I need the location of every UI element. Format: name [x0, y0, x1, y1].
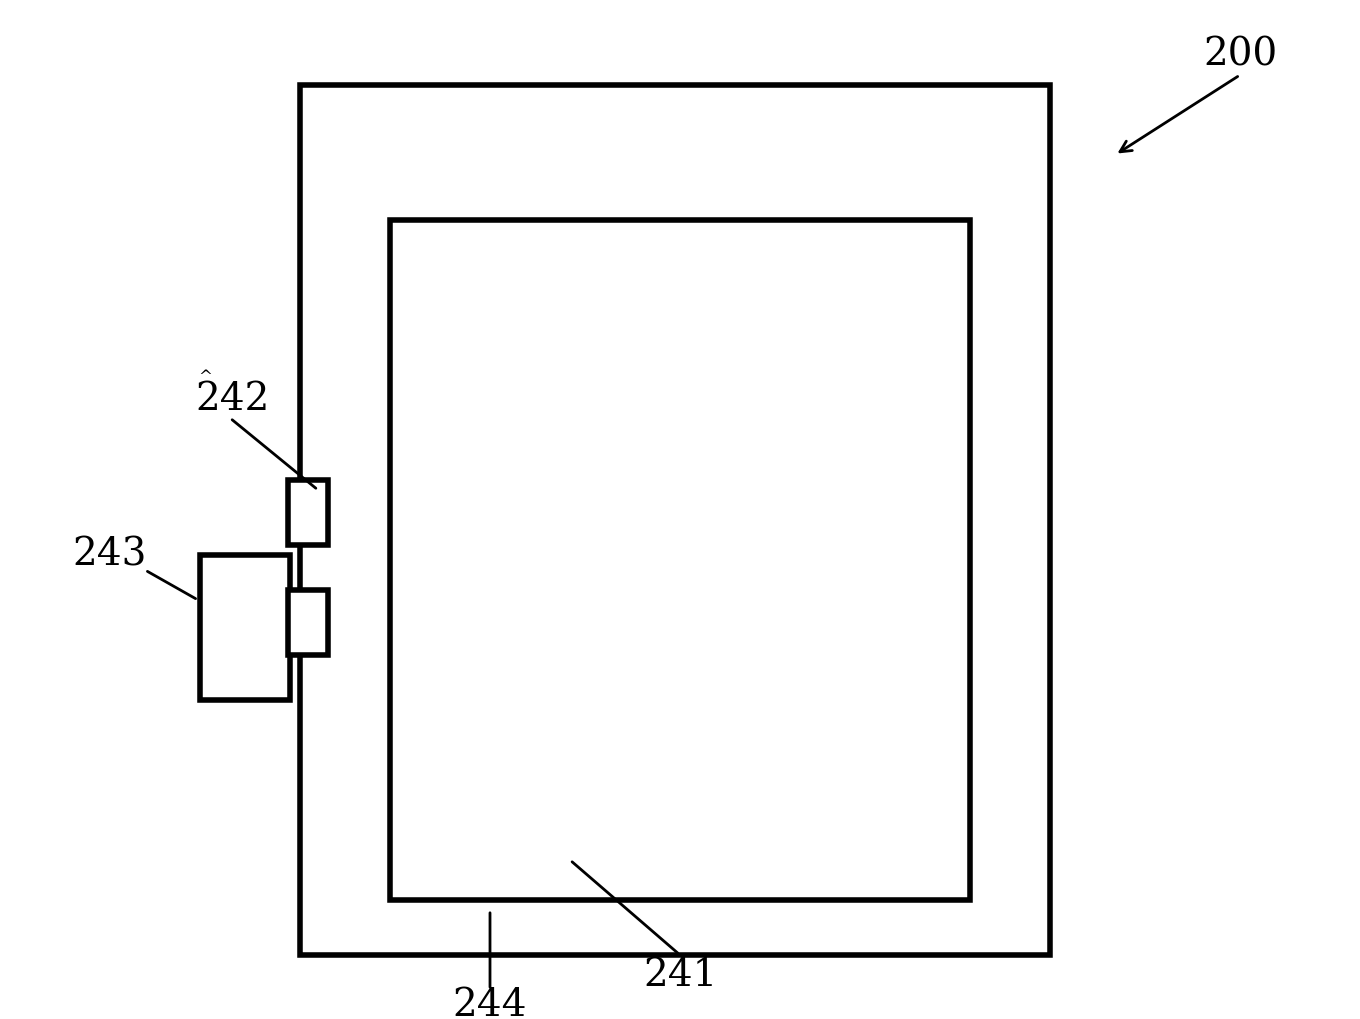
Bar — [301, 85, 1050, 955]
Text: 241: 241 — [643, 957, 717, 994]
Text: ^: ^ — [199, 370, 212, 386]
Text: 200: 200 — [1202, 37, 1277, 73]
Bar — [390, 220, 970, 900]
Bar — [288, 590, 328, 655]
Text: 242: 242 — [194, 381, 269, 419]
Text: 244: 244 — [453, 986, 528, 1019]
Bar — [288, 480, 328, 545]
Text: 243: 243 — [73, 536, 147, 574]
Bar — [200, 555, 290, 700]
